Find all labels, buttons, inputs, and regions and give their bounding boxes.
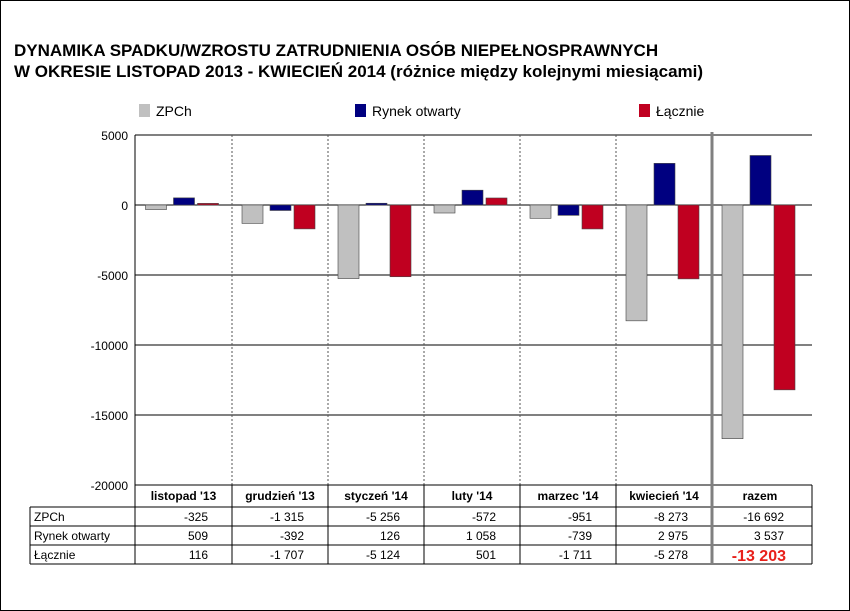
table-cell-value: 2 975 — [658, 529, 688, 543]
legend-swatch-1 — [139, 104, 150, 117]
category-label: razem — [743, 489, 778, 503]
legend-label-2: Rynek otwarty — [372, 103, 461, 119]
table-cell-value: 126 — [380, 529, 400, 543]
legend-swatch-2 — [355, 104, 366, 117]
bar-1 — [145, 204, 167, 210]
legend-label-3: Łącznie — [656, 103, 704, 119]
y-tick-label: 0 — [121, 199, 128, 213]
category-label: marzec '14 — [538, 489, 599, 503]
table-cell-value: 501 — [476, 548, 496, 562]
bar-2 — [461, 189, 484, 206]
legend-label-1: ZPCh — [156, 103, 192, 119]
bar-3 — [581, 204, 604, 230]
row-label-1: ZPCh — [34, 510, 65, 524]
y-tick-label: 5000 — [101, 129, 128, 143]
bar-3 — [389, 204, 412, 278]
table-cell-value: -739 — [568, 529, 592, 543]
chart-title-line-1: DYNAMIKA SPADKU/WZROSTU ZATRUDNIENIA OSÓ… — [14, 41, 659, 60]
bar-1 — [241, 204, 264, 224]
row-label-2: Rynek otwarty — [34, 529, 110, 543]
bar-2 — [653, 163, 676, 206]
chart-title-line-2: W OKRESIE LISTOPAD 2013 - KWIECIEŃ 2014 … — [14, 62, 704, 81]
bar-3 — [293, 204, 316, 230]
table-cell-value: -5 124 — [366, 548, 400, 562]
category-label: grudzień '13 — [245, 489, 315, 503]
table-cell-value: -8 273 — [654, 510, 688, 524]
table-cell-value: 3 537 — [754, 529, 784, 543]
bar-3 — [197, 203, 219, 206]
bar-1 — [625, 204, 648, 322]
table-cell-value: -5 256 — [366, 510, 400, 524]
bar-2 — [749, 155, 772, 206]
category-label: listopad '13 — [151, 489, 217, 503]
bar-2 — [269, 204, 292, 211]
bar-1 — [337, 204, 360, 279]
bar-3 — [773, 204, 796, 391]
y-tick-label: -20000 — [91, 479, 129, 493]
legend-swatch-3 — [639, 104, 650, 117]
table-cell-value: 509 — [188, 529, 208, 543]
table-cell-value: -1 711 — [559, 548, 592, 562]
category-label: styczeń '14 — [344, 489, 408, 503]
category-label: luty '14 — [452, 489, 493, 503]
y-tick-label: -15000 — [91, 409, 129, 423]
y-tick-label: -10000 — [91, 339, 129, 353]
table-cell-value: 1 058 — [466, 529, 496, 543]
bar-2 — [173, 197, 195, 206]
row-label-3: Łącznie — [34, 548, 76, 562]
table-cell-value: -1 315 — [270, 510, 304, 524]
table-cell-value: -5 278 — [654, 548, 688, 562]
category-label: kwiecień '14 — [629, 489, 699, 503]
bar-3 — [485, 197, 508, 206]
table-cell-value: -392 — [280, 529, 304, 543]
bar-1 — [529, 204, 552, 219]
table-cell-value: -16 692 — [743, 510, 784, 524]
table-cell-value: 116 — [189, 548, 208, 562]
bar-2 — [365, 202, 388, 206]
table-cell-value: -325 — [184, 510, 208, 524]
chart-title: DYNAMIKA SPADKU/WZROSTU ZATRUDNIENIA OSÓ… — [14, 40, 844, 82]
bar-1 — [721, 204, 744, 439]
table-cell-value: -572 — [472, 510, 496, 524]
total-highlight-value: -13 203 — [732, 548, 786, 565]
bar-2 — [557, 204, 580, 216]
y-tick-label: -5000 — [97, 269, 128, 283]
table-cell-value: -1 707 — [270, 548, 304, 562]
bar-1 — [433, 204, 456, 214]
bar-3 — [677, 204, 700, 280]
table-cell-value: -951 — [568, 510, 592, 524]
